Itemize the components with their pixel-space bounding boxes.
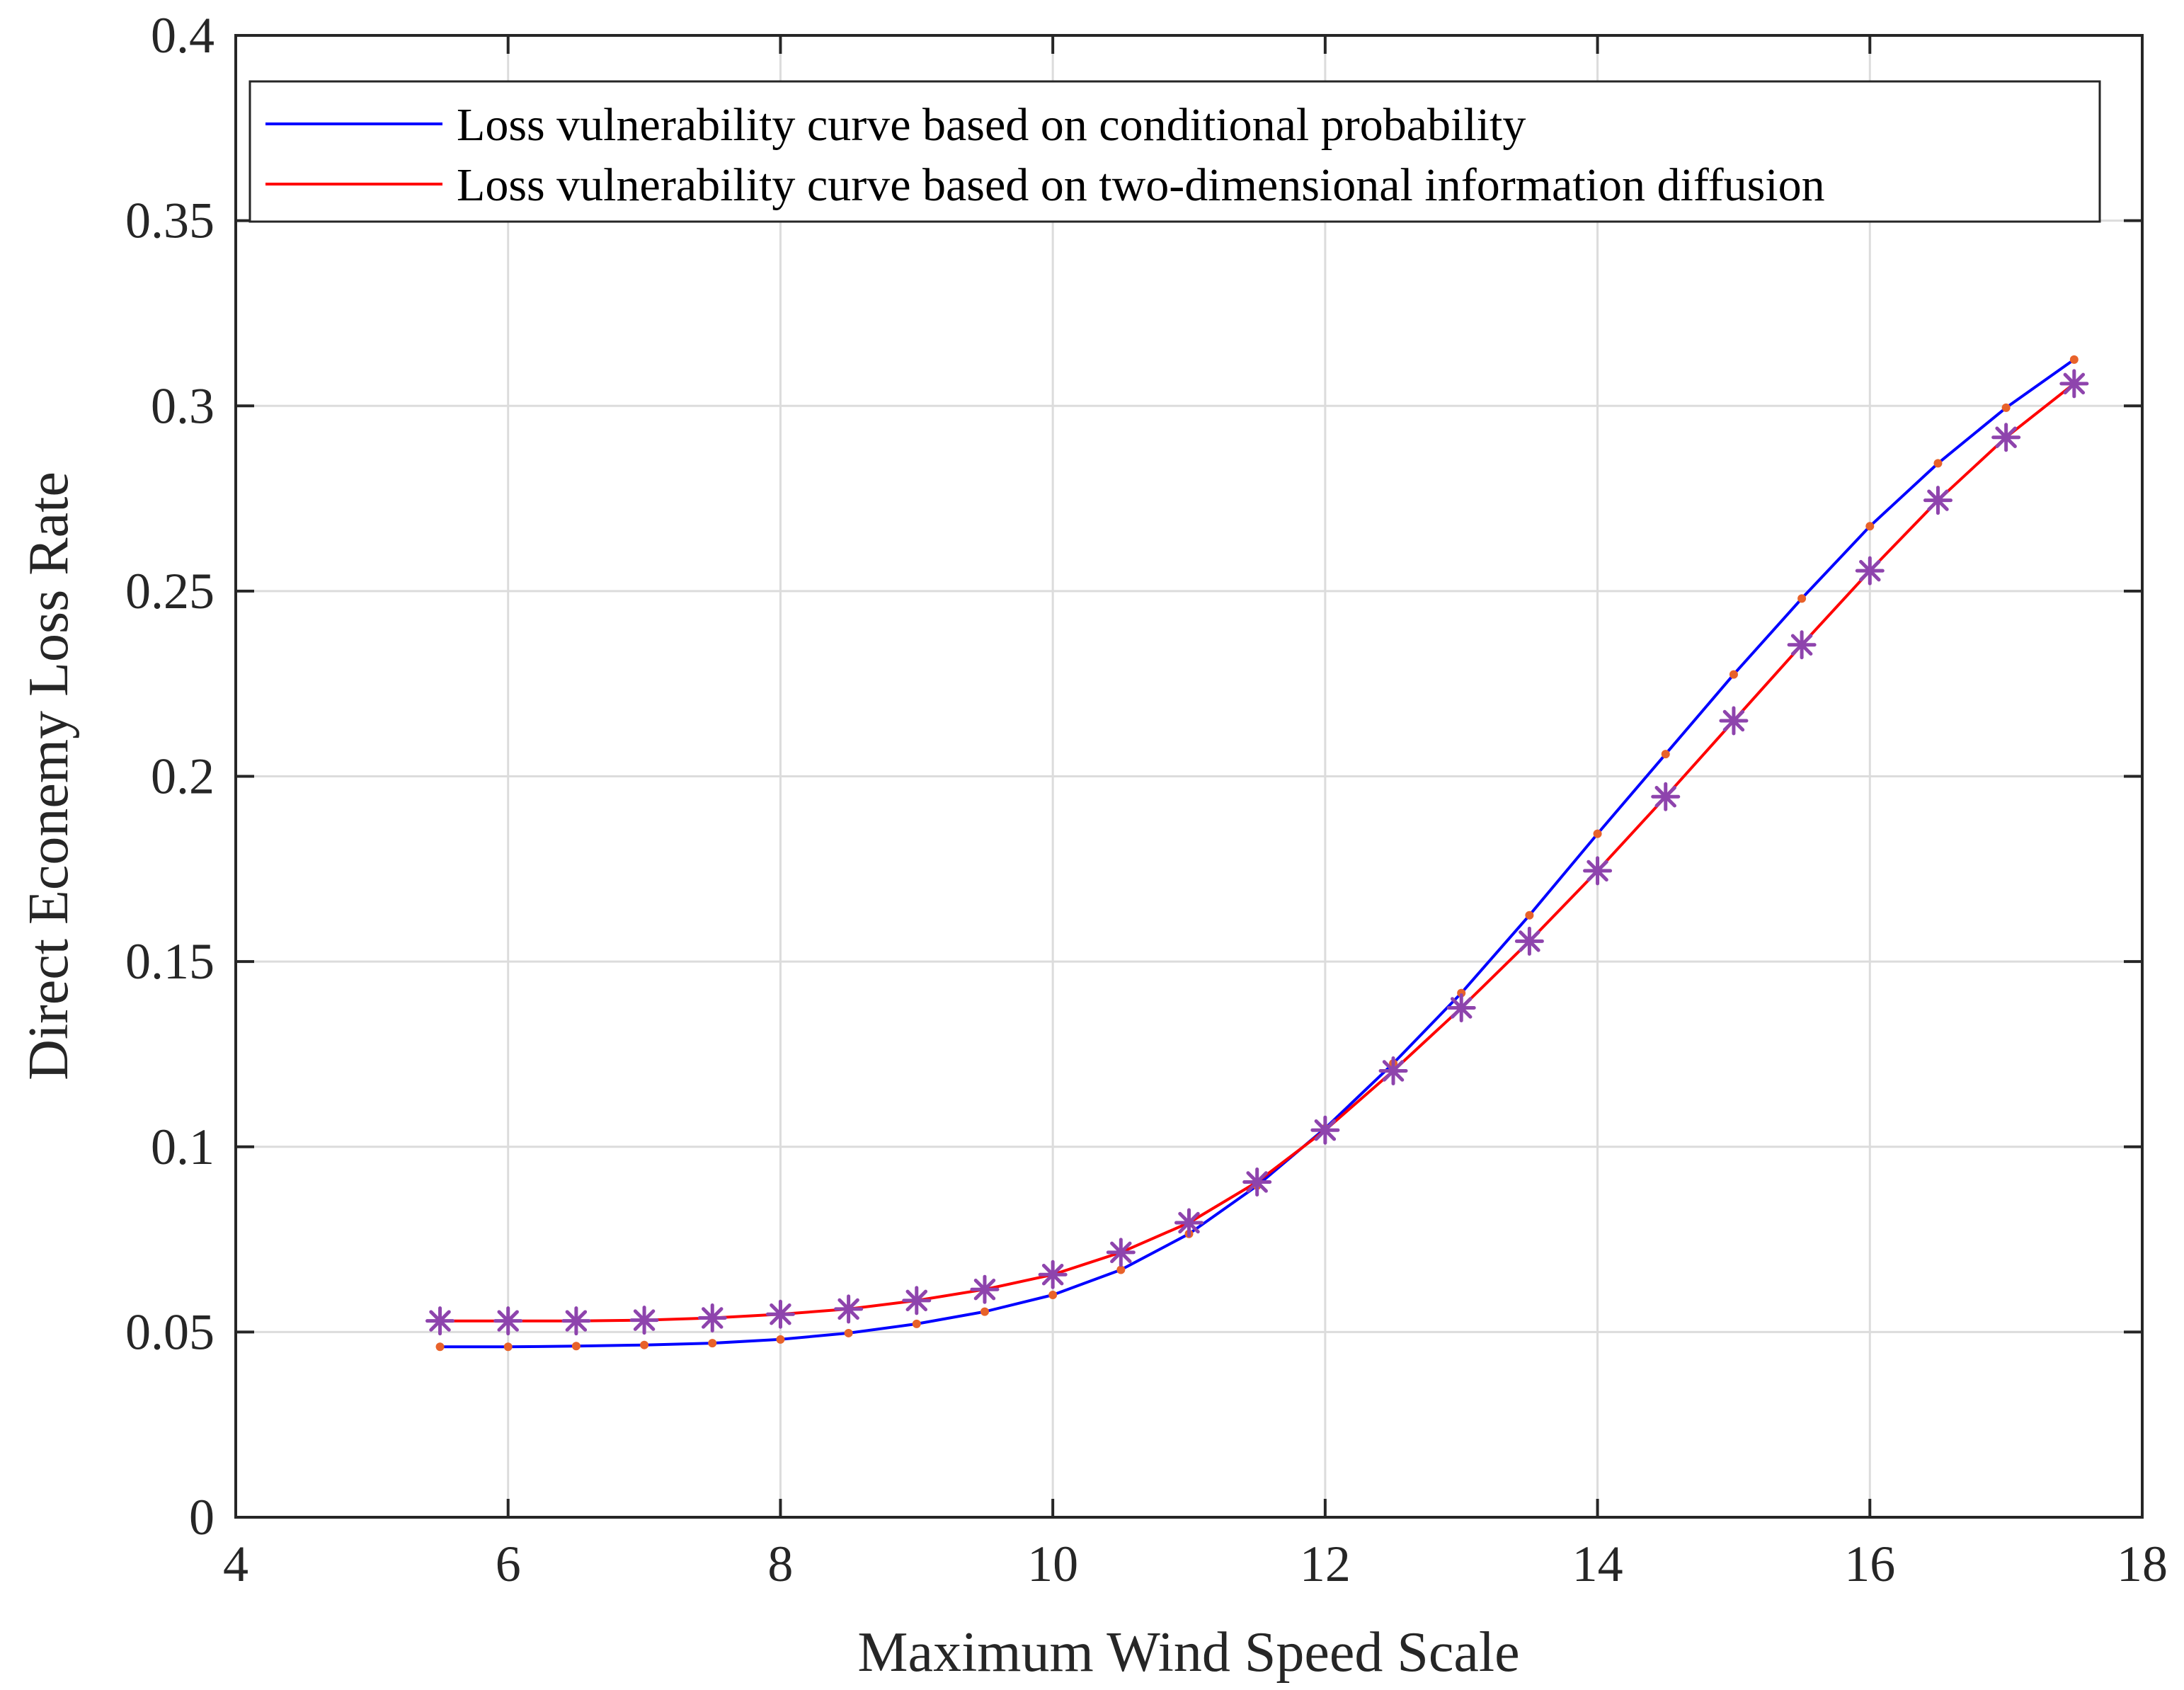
series-2-point <box>629 1306 659 1335</box>
series-2-point <box>834 1294 864 1324</box>
series-2-point <box>561 1306 591 1336</box>
y-tick-label: 0.35 <box>125 193 215 249</box>
series-2-point <box>1378 1056 1408 1085</box>
series-2-point <box>1310 1115 1340 1145</box>
y-tick-label: 0 <box>189 1489 215 1546</box>
y-axis-title: Direct Econemy Loss Rate <box>18 472 80 1080</box>
y-tick-label: 0.2 <box>151 748 215 805</box>
series-1-point <box>1865 522 1875 531</box>
series-1-point <box>503 1342 513 1352</box>
series-2-point <box>902 1286 932 1315</box>
series-2-point <box>1106 1238 1136 1267</box>
x-tick-label: 14 <box>1572 1536 1623 1592</box>
series-2-point <box>1923 486 1953 515</box>
series-2-point <box>1174 1208 1204 1238</box>
y-tick-label: 0.4 <box>151 7 215 64</box>
series-1-point <box>1661 750 1670 759</box>
legend-label-conditional-probability: Loss vulnerability curve based on condit… <box>457 99 1526 151</box>
series-2-point <box>1038 1260 1068 1289</box>
y-tick-labels: 0 0.05 0.1 0.15 0.2 0.25 0.3 0.35 0.4 <box>125 7 215 1546</box>
y-tick-label: 0.25 <box>125 563 215 620</box>
y-tick-label: 0.3 <box>151 377 215 434</box>
x-tick-label: 18 <box>2117 1536 2168 1592</box>
series-1-point <box>640 1340 649 1349</box>
x-tick-label: 10 <box>1027 1536 1078 1592</box>
series-1-point <box>1797 594 1807 603</box>
grid <box>236 35 2142 1517</box>
legend-label-information-diffusion: Loss vulnerability curve based on two-di… <box>457 159 1825 211</box>
series-layer <box>425 355 2089 1352</box>
series-2-point <box>2059 369 2089 399</box>
x-tick-label: 4 <box>223 1536 248 1592</box>
series-1-point <box>1048 1291 1058 1300</box>
y-tick-label: 0.1 <box>151 1119 215 1175</box>
series-1-point <box>1525 910 1534 920</box>
legend: Loss vulnerability curve based on condit… <box>248 80 2101 223</box>
series-2-point <box>970 1274 1000 1304</box>
series-1-point <box>776 1335 785 1344</box>
series-2-point <box>1855 556 1885 586</box>
series-1-point <box>980 1307 989 1316</box>
x-tick-label: 12 <box>1300 1536 1351 1592</box>
series-2-point <box>697 1303 727 1332</box>
x-axis-title: Maximum Wind Speed Scale <box>857 1621 1519 1684</box>
series-2-point <box>1583 856 1613 886</box>
series-1-point <box>571 1342 581 1351</box>
series-1-point <box>1116 1265 1126 1274</box>
y-tick-label: 0.05 <box>125 1303 215 1360</box>
x-tick-label: 16 <box>1844 1536 1895 1592</box>
ticks <box>234 34 2144 1519</box>
y-tick-label: 0.15 <box>125 933 215 990</box>
series-2-point <box>1787 630 1817 660</box>
series-1-point <box>1729 670 1738 679</box>
series-1-point <box>2001 403 2011 412</box>
series-2-point <box>1446 993 1476 1023</box>
series-2-point <box>1719 706 1749 736</box>
series-2-point <box>1651 782 1681 811</box>
series-2-point <box>1991 423 2021 452</box>
x-tick-label: 8 <box>767 1536 793 1592</box>
x-tick-labels: 4 6 8 10 12 14 16 18 <box>223 1536 2168 1592</box>
series-1-point <box>2069 355 2079 364</box>
series-1-point <box>844 1328 853 1337</box>
series-2-point <box>765 1299 795 1329</box>
series-2-point <box>1242 1167 1272 1197</box>
series-1-point <box>708 1339 717 1348</box>
series-1-point <box>1593 829 1602 838</box>
series-2-point <box>1514 926 1544 956</box>
series-1-point <box>1457 988 1466 998</box>
series-2-point <box>493 1306 523 1336</box>
series-1-point <box>912 1319 921 1328</box>
legend-box <box>248 80 2101 223</box>
series-2-point <box>425 1306 455 1336</box>
x-tick-label: 6 <box>496 1536 521 1592</box>
series-1-point <box>1933 459 1943 468</box>
series-1-point <box>435 1342 445 1352</box>
